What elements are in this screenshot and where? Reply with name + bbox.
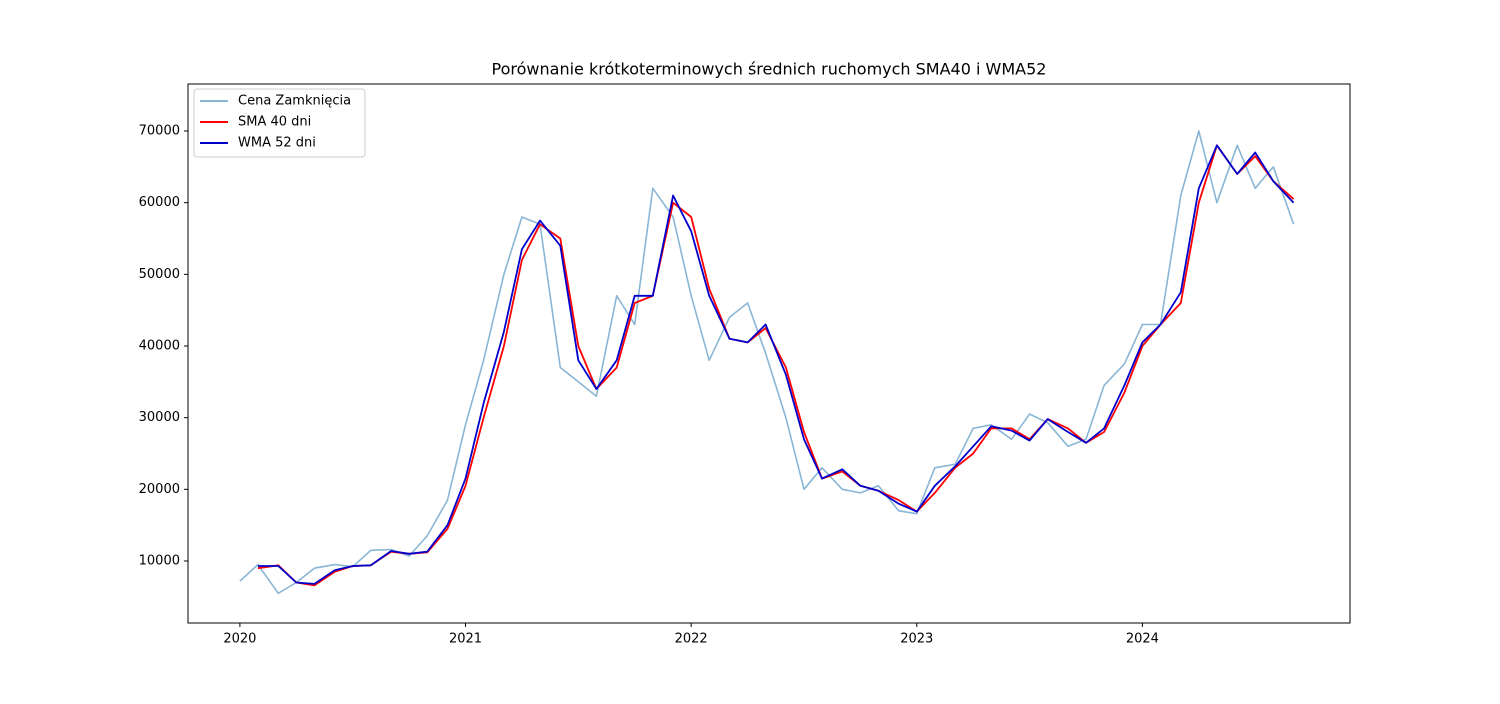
y-tick-label: 20000 <box>139 482 180 497</box>
legend-label: Cena Zamknięcia <box>238 94 351 109</box>
y-tick-label: 60000 <box>139 195 180 210</box>
x-tick-label: 2020 <box>223 632 256 647</box>
x-tick-label: 2023 <box>900 632 933 647</box>
plot-frame <box>187 83 1351 624</box>
y-tick-label: 70000 <box>139 124 180 139</box>
series-line <box>257 144 1295 585</box>
y-tick-label: 30000 <box>139 410 180 425</box>
legend-label: SMA 40 dni <box>238 115 311 130</box>
chart-title: Porównanie krótkoterminowych średnich ru… <box>492 60 1047 79</box>
y-tick-label: 50000 <box>139 267 180 282</box>
x-tick-label: 2021 <box>449 632 482 647</box>
y-tick-label: 10000 <box>139 554 180 569</box>
y-tick-label: 40000 <box>139 339 180 354</box>
x-tick-label: 2024 <box>1126 632 1159 647</box>
legend-box <box>193 88 366 158</box>
x-tick-label: 2022 <box>675 632 708 647</box>
series-line <box>239 130 1295 595</box>
legend-label: WMA 52 dni <box>238 136 316 151</box>
